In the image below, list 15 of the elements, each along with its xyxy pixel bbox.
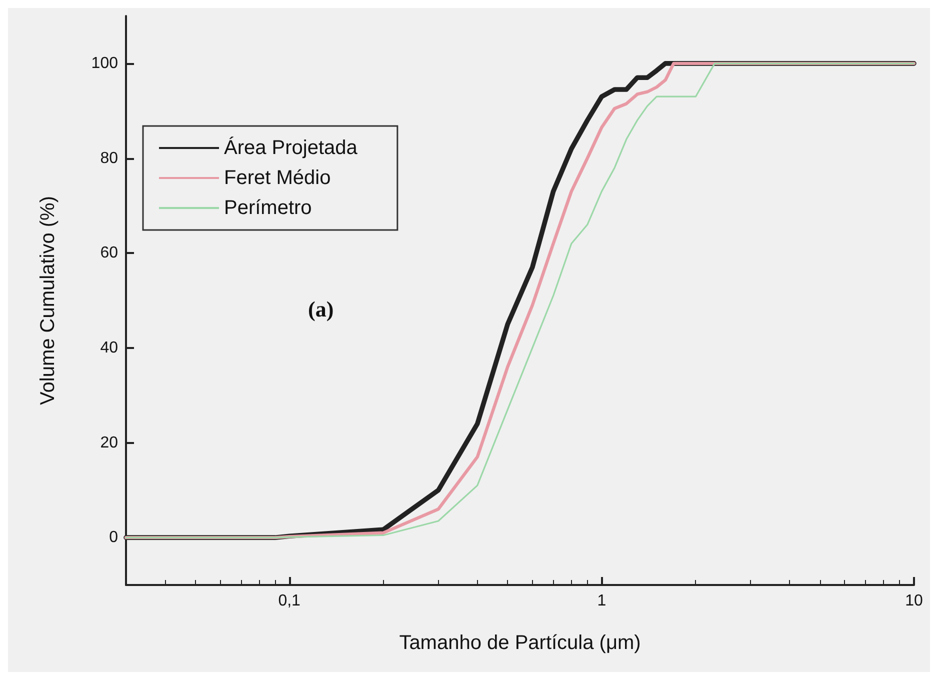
legend-label: Área Projetada [224,136,358,159]
x-tick-label: 0,1 [278,592,301,610]
legend-label: Perímetro [224,197,312,219]
x-tick-label: 1 [597,592,606,610]
y-tick-label: 60 [100,244,118,262]
y-tick-label: 20 [100,434,118,452]
annotation: (a) [308,296,334,322]
y-axis-title: Volume Cumulativo (%) [37,196,59,405]
x-axis-title: Tamanho de Partícula (μm) [399,632,641,654]
legend-label: Feret Médio [224,167,331,189]
y-tick-label: 100 [91,54,118,72]
y-tick-label: 0 [109,529,118,546]
x-tick-label: 10 [905,592,923,610]
y-tick-label: 80 [100,150,118,167]
y-tick-label: 40 [100,339,118,356]
